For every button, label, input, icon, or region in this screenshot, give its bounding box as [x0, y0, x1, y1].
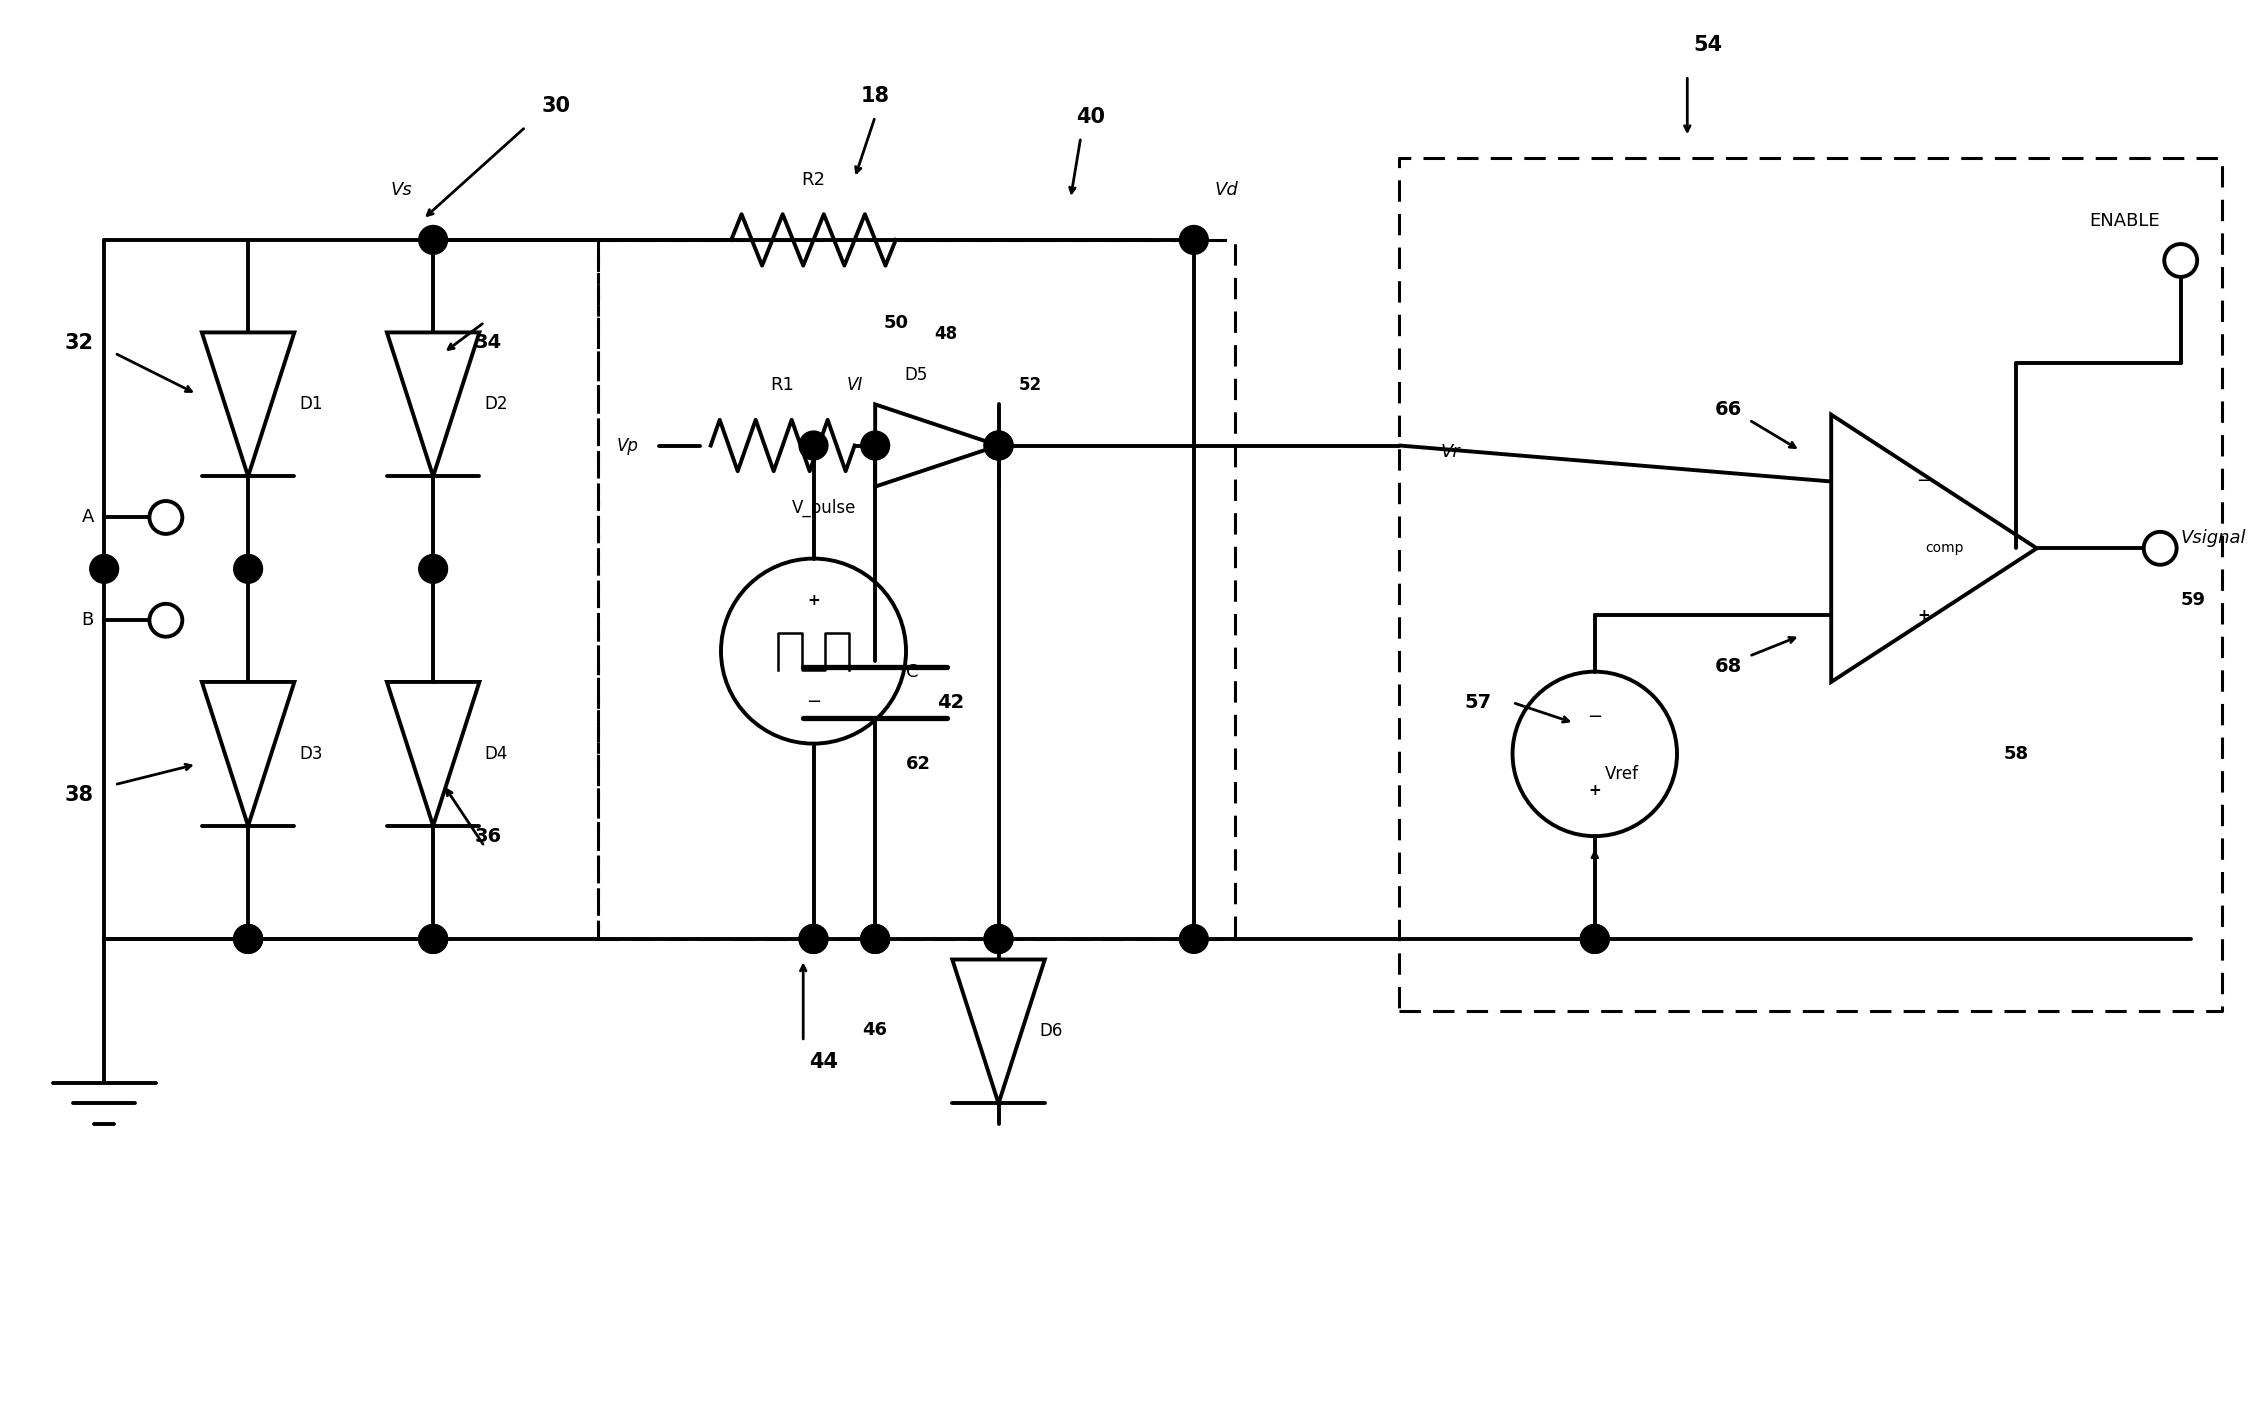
- Text: D6: D6: [1040, 1023, 1063, 1041]
- Text: 42: 42: [936, 693, 963, 712]
- Text: 56: 56: [1582, 930, 1609, 948]
- Circle shape: [1181, 226, 1208, 254]
- Text: −: −: [1917, 472, 1931, 490]
- Text: +: +: [1588, 784, 1602, 798]
- Text: Vp: Vp: [616, 437, 639, 454]
- Text: D3: D3: [299, 745, 324, 763]
- Text: 54: 54: [1693, 35, 1722, 55]
- Text: Vs: Vs: [390, 181, 412, 198]
- Circle shape: [419, 555, 449, 583]
- Text: 48: 48: [934, 325, 959, 343]
- Text: D1: D1: [299, 395, 324, 413]
- Circle shape: [419, 924, 449, 954]
- Circle shape: [419, 226, 449, 254]
- Circle shape: [983, 924, 1013, 954]
- Circle shape: [1579, 924, 1609, 954]
- Text: B: B: [82, 611, 93, 629]
- Text: VI: VI: [847, 377, 863, 393]
- Text: 46: 46: [863, 1021, 888, 1040]
- Text: R1: R1: [770, 377, 795, 393]
- Text: 38: 38: [66, 785, 93, 805]
- Circle shape: [419, 924, 449, 954]
- Text: D2: D2: [485, 395, 508, 413]
- Text: comp: comp: [1926, 541, 1965, 555]
- Circle shape: [233, 555, 263, 583]
- Circle shape: [861, 924, 891, 954]
- Circle shape: [1579, 924, 1609, 954]
- Text: 34: 34: [474, 333, 501, 353]
- Circle shape: [861, 431, 891, 459]
- Circle shape: [800, 431, 827, 459]
- Text: 44: 44: [809, 1052, 838, 1072]
- Text: Vsignal: Vsignal: [2180, 530, 2246, 547]
- Circle shape: [150, 502, 181, 534]
- Text: 68: 68: [1715, 658, 1743, 676]
- Text: V_pulse: V_pulse: [791, 499, 857, 517]
- Text: +: +: [1917, 607, 1931, 622]
- Circle shape: [233, 924, 263, 954]
- Text: C: C: [906, 663, 918, 680]
- Text: 36: 36: [474, 826, 501, 846]
- Text: −: −: [1586, 708, 1602, 726]
- Circle shape: [800, 924, 827, 954]
- Text: 32: 32: [66, 333, 93, 353]
- Circle shape: [2164, 244, 2198, 277]
- Text: ENABLE: ENABLE: [2089, 212, 2159, 229]
- Circle shape: [233, 924, 263, 954]
- Circle shape: [983, 431, 1013, 459]
- Text: Vr: Vr: [1441, 443, 1459, 461]
- Text: 62: 62: [906, 754, 931, 773]
- Text: R2: R2: [802, 170, 825, 188]
- Circle shape: [800, 924, 827, 954]
- Circle shape: [983, 924, 1013, 954]
- Text: 50: 50: [884, 315, 909, 333]
- Text: A: A: [82, 509, 93, 527]
- Circle shape: [1181, 924, 1208, 954]
- Text: Vref: Vref: [1604, 766, 1638, 784]
- Circle shape: [150, 604, 181, 636]
- Text: Vd: Vd: [1215, 181, 1237, 198]
- Text: D4: D4: [485, 745, 508, 763]
- Circle shape: [2144, 532, 2178, 565]
- Circle shape: [91, 555, 118, 583]
- Text: −: −: [807, 693, 820, 711]
- Text: 57: 57: [1464, 693, 1491, 712]
- Text: 59: 59: [2180, 590, 2205, 608]
- Text: 66: 66: [1715, 400, 1743, 419]
- Text: 18: 18: [861, 86, 891, 105]
- Circle shape: [983, 431, 1013, 459]
- Text: 30: 30: [542, 97, 571, 117]
- Text: +: +: [807, 593, 820, 608]
- Circle shape: [861, 924, 891, 954]
- Text: 58: 58: [2003, 745, 2028, 763]
- Text: 52: 52: [1020, 377, 1042, 393]
- Text: 40: 40: [1076, 107, 1106, 126]
- Text: D5: D5: [904, 365, 929, 384]
